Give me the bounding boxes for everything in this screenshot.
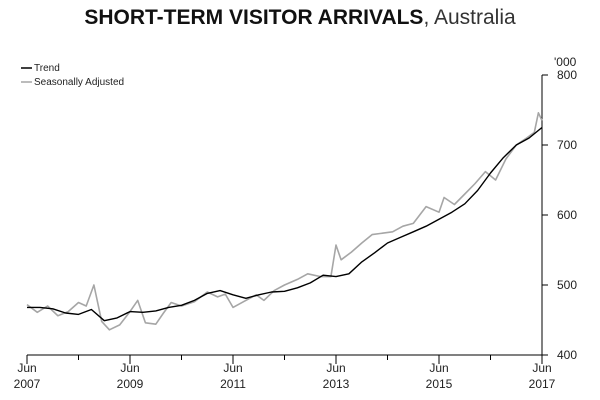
legend: Trend Seasonally Adjusted [21, 63, 124, 88]
x-tick-label-month: Jun [532, 361, 551, 375]
y-tick-label: 600 [557, 208, 577, 222]
x-tick-label-year: 2015 [426, 377, 453, 391]
x-tick-label-year: 2011 [220, 377, 246, 391]
x-tick-label-month: Jun [326, 361, 345, 375]
axes: '000 400 500 600 700 800 Jun 2007 Jun 2009 Jun 2011… [14, 55, 578, 391]
chart-title: SHORT-TERM VISITOR ARRIVALS, Australia [0, 6, 600, 30]
legend-item-trend-label: Trend [34, 63, 60, 74]
x-tick-label-year: 2009 [117, 377, 144, 391]
x-tick-label-year: 2017 [529, 377, 556, 391]
series-line-trend [27, 126, 543, 322]
legend-item-seasonally-adjusted-label: Seasonally Adjusted [34, 77, 124, 88]
chart-title-sep: , [423, 6, 430, 29]
y-tick-label: 400 [557, 348, 577, 362]
x-tick-label-year: 2013 [323, 377, 350, 391]
series-line-seasonally-adjusted [26, 112, 543, 331]
x-tick-label-month: Jun [17, 361, 36, 375]
y-tick-label: 500 [557, 278, 577, 292]
series-layer [26, 112, 543, 331]
y-tick-label: 700 [557, 138, 577, 152]
chart-title-sub: Australia [433, 6, 516, 29]
y-unit-label: '000 [554, 55, 577, 69]
x-tick-label-month: Jun [120, 361, 139, 375]
x-tick-label-month: Jun [429, 361, 448, 375]
chart-title-main: SHORT-TERM VISITOR ARRIVALS [84, 6, 424, 29]
x-tick-label-month: Jun [223, 361, 242, 375]
y-tick-label: 800 [557, 68, 577, 82]
x-tick-label-year: 2007 [14, 377, 41, 391]
